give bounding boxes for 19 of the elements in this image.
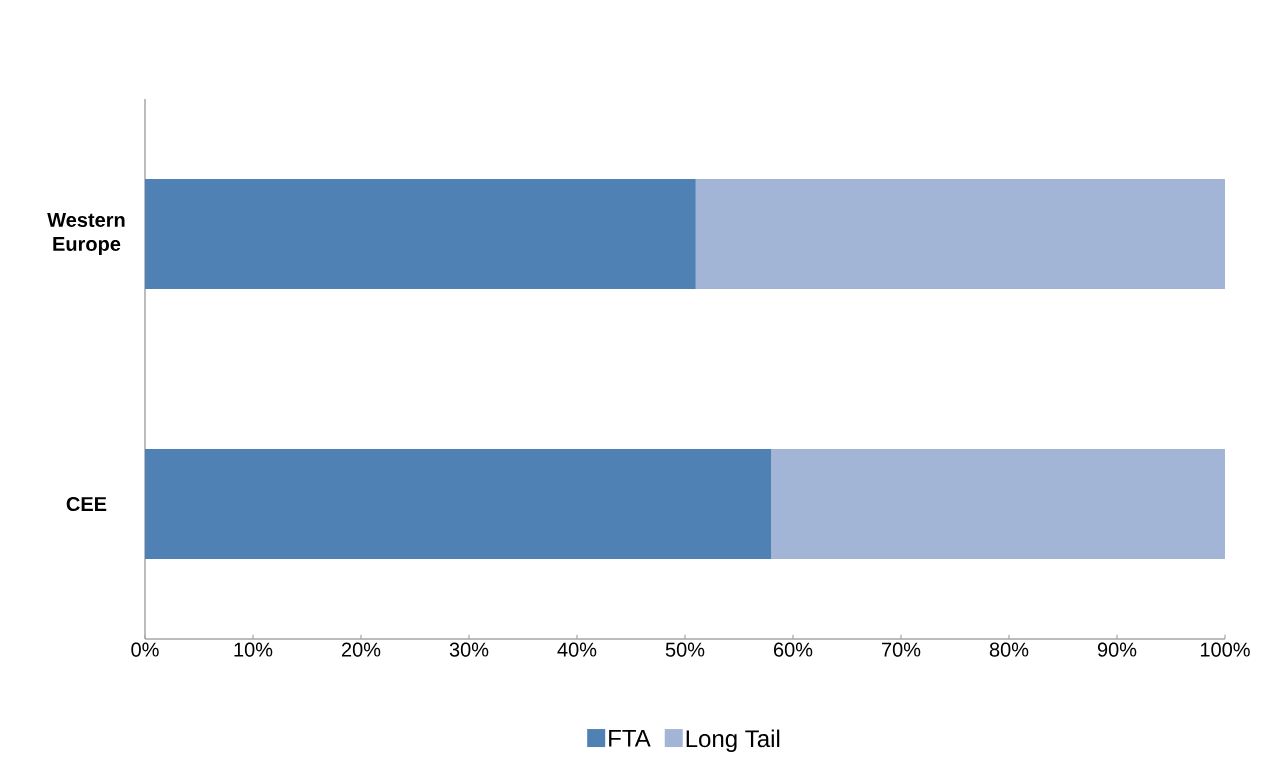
- x-tick-label: 70%: [882, 642, 921, 657]
- x-tick-label: 80%: [989, 642, 1029, 657]
- bar: [145, 449, 772, 559]
- x-tick-label: 90%: [1097, 642, 1137, 657]
- x-tick-label: 20%: [341, 642, 381, 657]
- legend-label: Long Tail: [686, 729, 780, 752]
- x-tick-label: 30%: [449, 642, 489, 657]
- bar: [771, 449, 1225, 559]
- y-tick-label: Western Europe: [47, 213, 125, 255]
- x-tick-label: 100%: [1200, 642, 1250, 657]
- x-tick-label: 0%: [131, 642, 159, 657]
- y-tick-label: CEE: [66, 496, 107, 512]
- x-tick-label: 10%: [234, 642, 273, 657]
- legend-label: FTA: [609, 730, 651, 747]
- bar: [145, 179, 696, 289]
- x-tick-label: 60%: [774, 642, 813, 657]
- x-tick-label: 50%: [665, 642, 705, 657]
- x-tick-label: 40%: [557, 642, 597, 657]
- bar: [695, 179, 1225, 289]
